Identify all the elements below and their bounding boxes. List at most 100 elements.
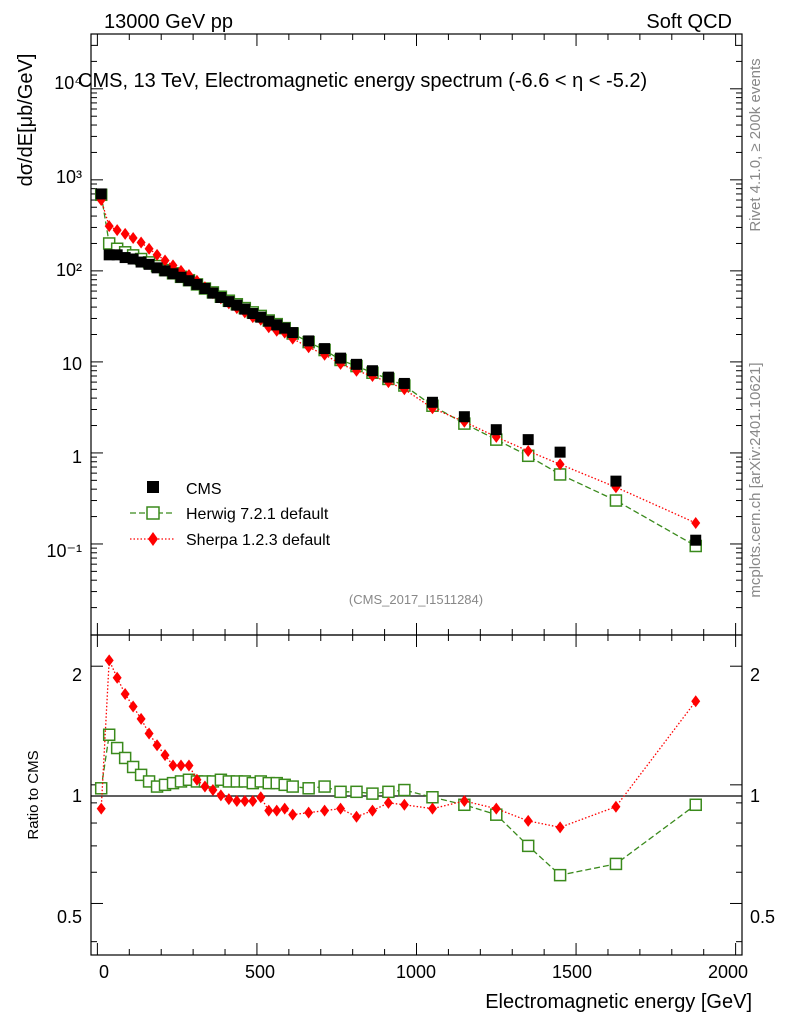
sherpa-ratio-point — [555, 821, 565, 834]
cms-point — [167, 268, 179, 280]
herwig-ratio-point — [134, 768, 148, 782]
x-tick-label: 500 — [245, 962, 275, 982]
collision-label: 13000 GeV pp — [104, 11, 233, 33]
main-y-axis-label: dσ/dE[μb/GeV] — [15, 54, 37, 187]
herwig-ratio-point — [426, 791, 439, 804]
ratio-y-tick-label: 1 — [72, 786, 82, 806]
sherpa-ratio-point — [352, 810, 362, 823]
herwig-point — [609, 494, 623, 507]
herwig-ratio-point — [318, 780, 331, 793]
ratio-y-tick-label: 0.5 — [57, 907, 82, 927]
cms-point — [247, 308, 259, 320]
legend-sherpa-marker — [148, 532, 158, 546]
herwig-ratio-point — [94, 782, 108, 795]
cms-point — [610, 475, 622, 487]
ratio-y-axis-label: Ratio to CMS — [25, 750, 42, 839]
herwig-ratio-point — [126, 760, 140, 774]
legend: CMS Herwig 7.2.1 default Sherpa 1.2.3 de… — [130, 481, 331, 549]
sherpa-ratio-point — [320, 804, 330, 817]
legend-cms-marker — [147, 481, 159, 493]
cms-point — [263, 315, 275, 327]
sherpa-ratio-point — [304, 806, 314, 819]
cms-point — [199, 283, 211, 295]
main-series — [94, 188, 702, 553]
sherpa-ratio-point — [336, 802, 346, 815]
sherpa-point — [152, 248, 162, 261]
cms-point — [287, 327, 299, 339]
category-label: Soft QCD — [646, 11, 732, 33]
cms-point — [279, 322, 291, 334]
ratio-y-tick-label: 2 — [72, 665, 82, 685]
rivet-version-label: Rivet 4.1.0, ≥ 200k events — [747, 58, 764, 231]
sherpa-ratio-point — [288, 808, 298, 821]
cms-point — [151, 262, 163, 274]
cms-point — [183, 275, 195, 287]
sherpa-ratio-point — [523, 814, 533, 827]
x-tick-label: 1500 — [552, 962, 592, 982]
sherpa-ratio-point — [280, 802, 290, 815]
cms-point — [191, 278, 203, 290]
sherpa-ratio-point — [184, 759, 194, 772]
sherpa-ratio-point — [691, 695, 701, 708]
cms-point — [127, 253, 139, 265]
sherpa-point — [691, 516, 701, 529]
sherpa-ratio-point — [200, 780, 210, 793]
legend-cms-label: CMS — [186, 481, 222, 498]
herwig-ratio-point — [110, 741, 124, 755]
herwig-ratio-point — [118, 751, 132, 765]
cms-point — [223, 296, 235, 308]
cms-point — [215, 291, 227, 303]
main-y-tick-label: 10⁻¹ — [46, 541, 82, 561]
cms-point — [490, 424, 502, 436]
herwig-ratio-point — [334, 785, 347, 799]
cms-point — [554, 446, 566, 458]
main-y-tick-label: 10⁴ — [54, 73, 82, 93]
cms-point — [303, 335, 315, 347]
main-y-tick-label: 10² — [56, 260, 82, 280]
herwig-ratio-point — [350, 785, 363, 799]
herwig-ratio-point — [609, 857, 623, 871]
sherpa-point — [160, 254, 170, 267]
cms-point — [159, 265, 171, 277]
sherpa-ratio-point — [240, 794, 250, 807]
cms-point — [351, 358, 363, 370]
sherpa-ratio-point — [611, 800, 621, 813]
herwig-ratio-point — [366, 787, 379, 800]
x-tick-label: 2000 — [708, 962, 748, 982]
sherpa-ratio-point — [136, 712, 146, 725]
cms-point — [255, 311, 267, 323]
sherpa-ratio-point — [232, 794, 242, 807]
x-axis-label: Electromagnetic energy [GeV] — [485, 991, 752, 1013]
cms-point — [231, 299, 243, 311]
sherpa-ratio-point — [112, 671, 122, 684]
cms-point — [119, 252, 131, 264]
cms-point — [426, 396, 438, 408]
main-y-tick-label: 1 — [72, 447, 82, 467]
sherpa-ratio-point — [192, 773, 202, 786]
plot-title: CMS, 13 TeV, Electromagnetic energy spec… — [78, 70, 647, 92]
herwig-ratio-point — [302, 782, 315, 795]
sherpa-ratio-point — [367, 804, 377, 817]
sherpa-ratio-point — [248, 794, 258, 807]
sherpa-point — [136, 236, 146, 249]
cms-point — [143, 258, 155, 270]
cms-point — [335, 352, 347, 364]
ratio-y-tick-label-right: 1 — [750, 786, 760, 806]
cms-point — [135, 256, 147, 268]
ratio-y-tick-label-right: 0.5 — [750, 907, 775, 927]
herwig-ratio-point — [102, 728, 116, 741]
sherpa-ratio-point — [168, 759, 178, 772]
legend-sherpa-label: Sherpa 1.2.3 default — [186, 532, 331, 549]
cms-point — [522, 434, 534, 446]
cms-point — [271, 319, 283, 331]
sherpa-point — [555, 458, 565, 471]
axis-ticks — [91, 33, 742, 955]
sherpa-ratio-point — [208, 784, 218, 797]
cms-point — [382, 371, 394, 383]
sherpa-ratio-line — [100, 660, 697, 829]
x-tick-label: 0 — [99, 962, 109, 982]
main-y-tick-label: 10 — [62, 354, 82, 374]
herwig-point — [553, 468, 567, 481]
cms-point — [95, 188, 107, 200]
ratio-y-tick-label-right: 2 — [750, 665, 760, 685]
